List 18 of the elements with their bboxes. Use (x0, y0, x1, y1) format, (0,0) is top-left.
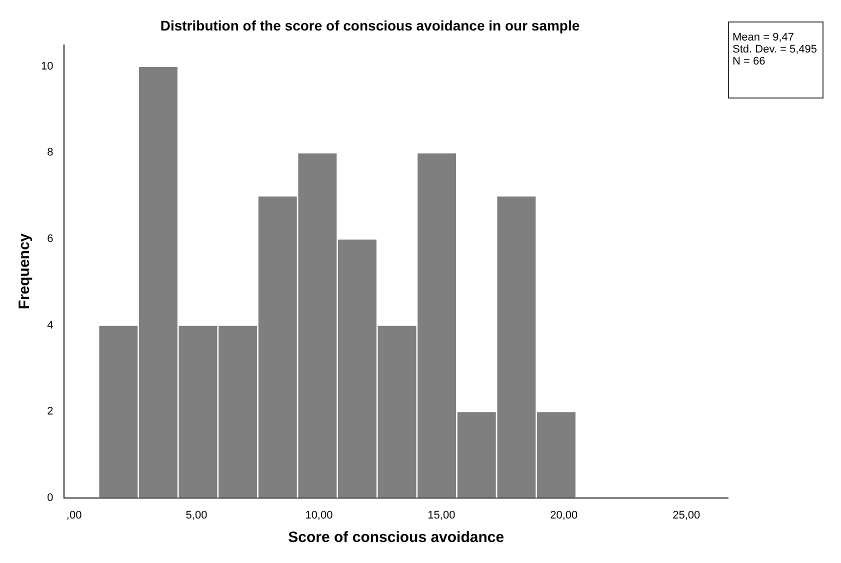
chart-title: Distribution of the score of conscious avoidance in our sample (160, 17, 580, 34)
y-tick-label: 8 (47, 146, 54, 159)
y-tick-label: 6 (47, 232, 54, 245)
y-tick-label: 2 (47, 406, 54, 418)
x-tick-label: ,00 (66, 509, 82, 522)
x-axis-title: Score of conscious avoidance (288, 529, 504, 546)
x-tick-label: 10,00 (305, 509, 333, 522)
x-tick-label: 15,00 (428, 509, 456, 522)
y-tick-label: 10 (40, 60, 54, 72)
x-tick-label: 5,00 (186, 509, 208, 522)
text: Std. Dev. = 5,495 (732, 44, 818, 56)
y-axis-title: Frequency (16, 232, 34, 310)
x-tick-label: 25,00 (672, 509, 700, 522)
x-tick-label: 20,00 (550, 509, 578, 522)
text: Mean = 9,47 (732, 32, 794, 44)
y-tick-label: 4 (47, 319, 54, 332)
text: N = 66 (732, 56, 766, 68)
y-tick-label: 0 (47, 492, 54, 504)
